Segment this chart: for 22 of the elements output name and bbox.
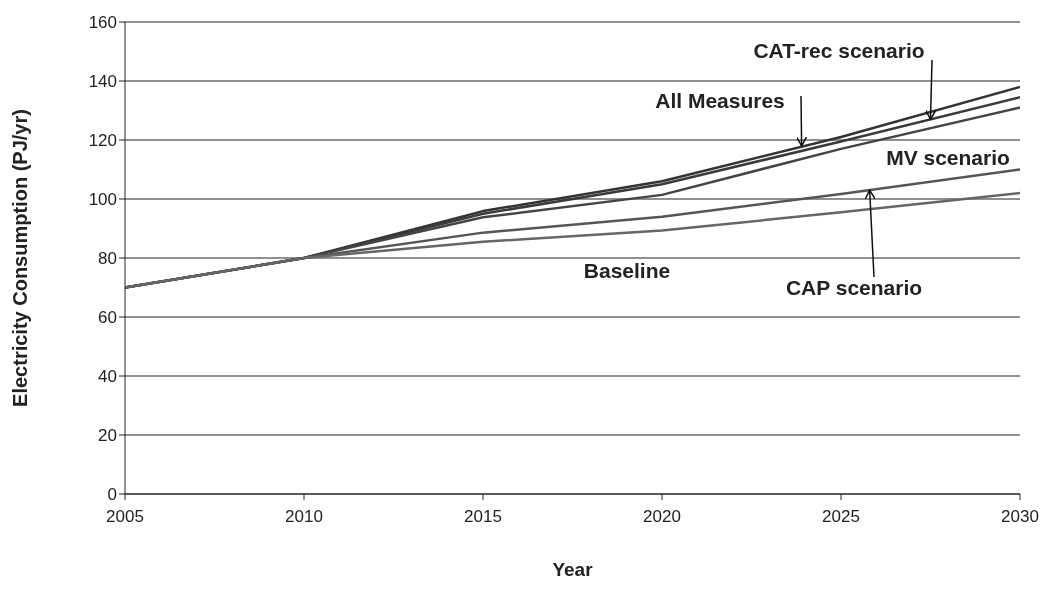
annotation: MV scenario [886,145,1010,169]
x-axis-title: Year [552,559,594,580]
x-tick-label: 2015 [464,507,502,527]
annotation: CAT-rec scenario [753,38,925,62]
x-tick-label: 2030 [1001,507,1039,527]
y-tick-label: 120 [88,131,117,151]
y-tick-label: 0 [107,485,117,505]
annotation: Baseline [583,258,671,282]
x-tick-label: 2020 [643,507,681,527]
y-tick-label: 80 [98,249,117,269]
y-tick-label: 20 [98,426,117,446]
y-tick-label: 100 [88,190,117,210]
y-tick-label: 160 [88,13,117,33]
y-tick-label: 40 [98,367,117,387]
annotation: CAP scenario [785,275,923,299]
x-tick-label: 2025 [822,507,860,527]
x-tick-label: 2005 [106,507,144,527]
y-tick-label: 60 [98,308,117,328]
x-tick-label: 2010 [285,507,323,527]
y-axis-title: Electricity Consumption (PJ/yr) [9,109,32,407]
annotation: All Measures [655,88,785,112]
y-tick-label: 140 [88,72,117,92]
